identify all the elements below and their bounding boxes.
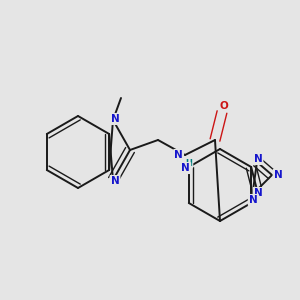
Text: N: N bbox=[254, 154, 262, 164]
Text: N: N bbox=[254, 188, 262, 198]
Text: N: N bbox=[174, 150, 183, 160]
Text: N: N bbox=[274, 170, 282, 180]
Text: H: H bbox=[186, 158, 192, 167]
Text: O: O bbox=[220, 101, 228, 111]
Text: N: N bbox=[111, 176, 119, 186]
Text: N: N bbox=[182, 163, 190, 173]
Text: N: N bbox=[111, 114, 119, 124]
Text: N: N bbox=[249, 195, 258, 205]
